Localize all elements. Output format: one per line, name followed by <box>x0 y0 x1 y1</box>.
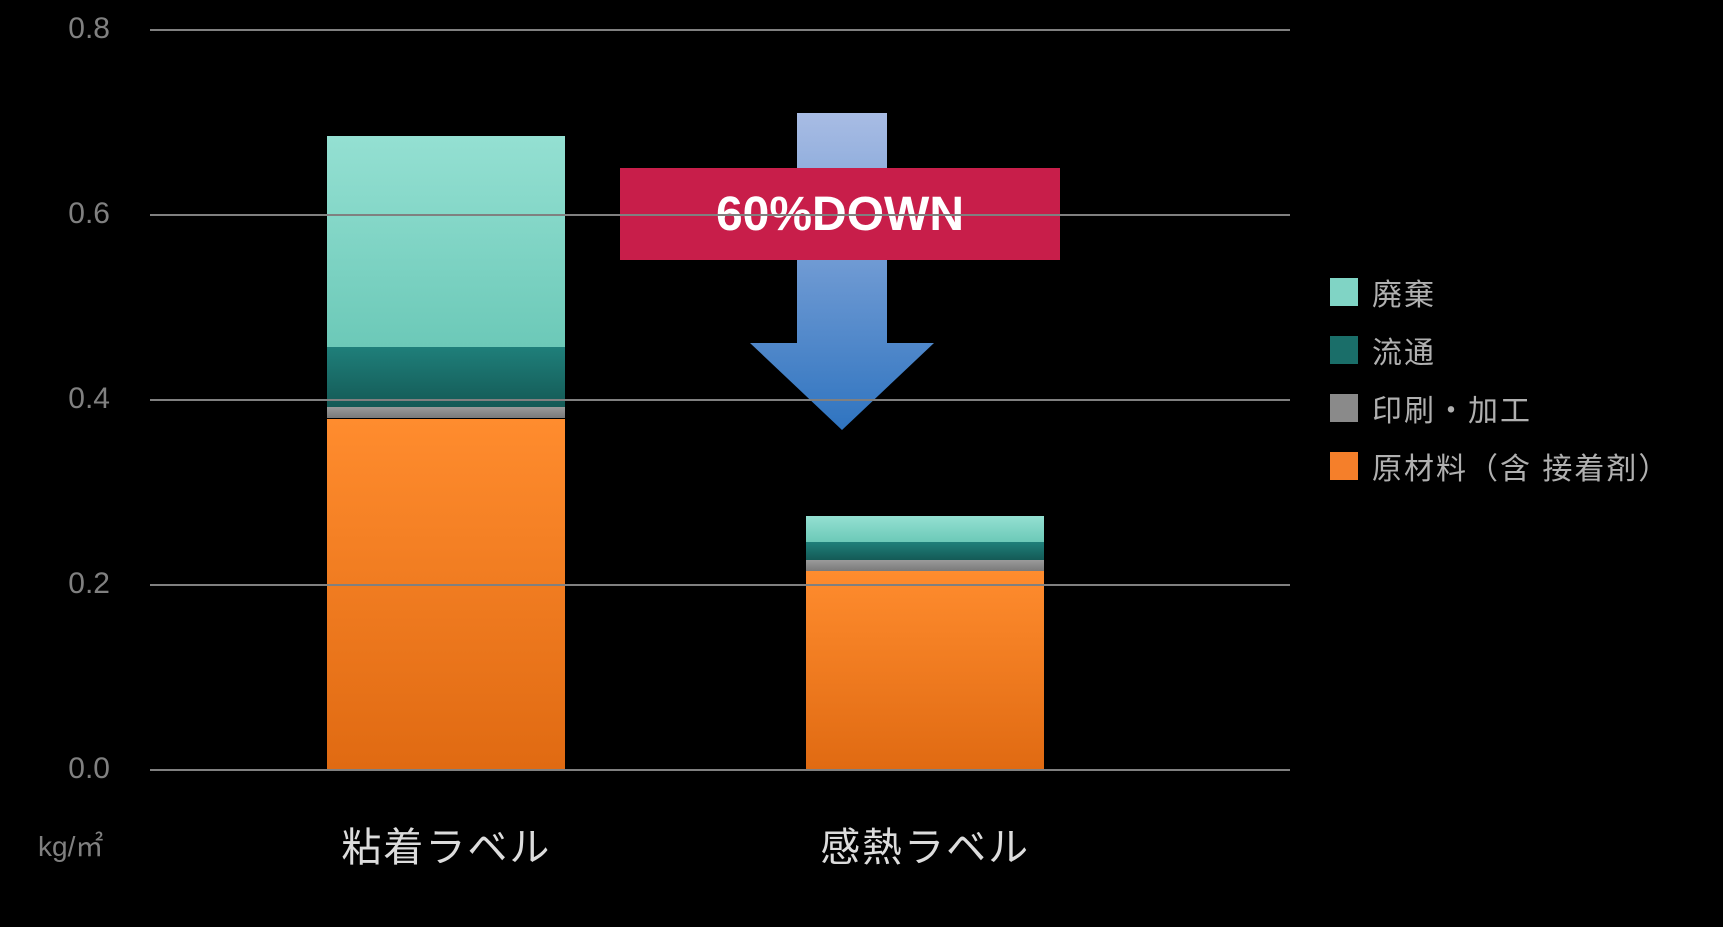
bar-segment-waste <box>327 136 565 347</box>
bar-segment-print <box>806 560 1044 571</box>
legend-swatch <box>1330 452 1358 480</box>
legend-label: 流通 <box>1372 328 1436 372</box>
y-tick-label: 0.4 <box>0 382 110 416</box>
legend-item: 廃棄 <box>1330 270 1436 314</box>
y-tick-label: 0.6 <box>0 197 110 231</box>
legend-label: 廃棄 <box>1372 270 1436 314</box>
legend-swatch <box>1330 336 1358 364</box>
bar-segment-waste <box>806 516 1044 542</box>
x-tick-label: 粘着ラベル <box>246 815 646 873</box>
y-tick-label: 0.8 <box>0 12 110 46</box>
legend-swatch <box>1330 278 1358 306</box>
gridline <box>150 29 1290 31</box>
legend-item: 原材料（含 接着剤） <box>1330 444 1670 488</box>
gridline <box>150 399 1290 401</box>
legend-item: 印刷・加工 <box>1330 386 1532 430</box>
legend-label: 印刷・加工 <box>1372 386 1532 430</box>
x-axis-baseline <box>150 769 1290 771</box>
y-tick-label: 0.2 <box>0 567 110 601</box>
y-tick-label: 0.0 <box>0 752 110 786</box>
bar-segment-print <box>327 407 565 418</box>
legend-label: 原材料（含 接着剤） <box>1372 444 1670 488</box>
legend-item: 流通 <box>1330 328 1436 372</box>
bar-segment-raw <box>806 571 1044 770</box>
gridline <box>150 214 1290 216</box>
unit-label: kg/㎡ <box>38 825 103 865</box>
chart-container: 0.00.20.40.60.8 kg/㎡ 粘着ラベル感熱ラベル 60%DOWN … <box>0 0 1723 927</box>
bar-segment-raw <box>327 419 565 771</box>
legend-swatch <box>1330 394 1358 422</box>
x-tick-label: 感熱ラベル <box>725 815 1125 873</box>
gridline <box>150 584 1290 586</box>
bar-segment-dist <box>806 542 1044 561</box>
